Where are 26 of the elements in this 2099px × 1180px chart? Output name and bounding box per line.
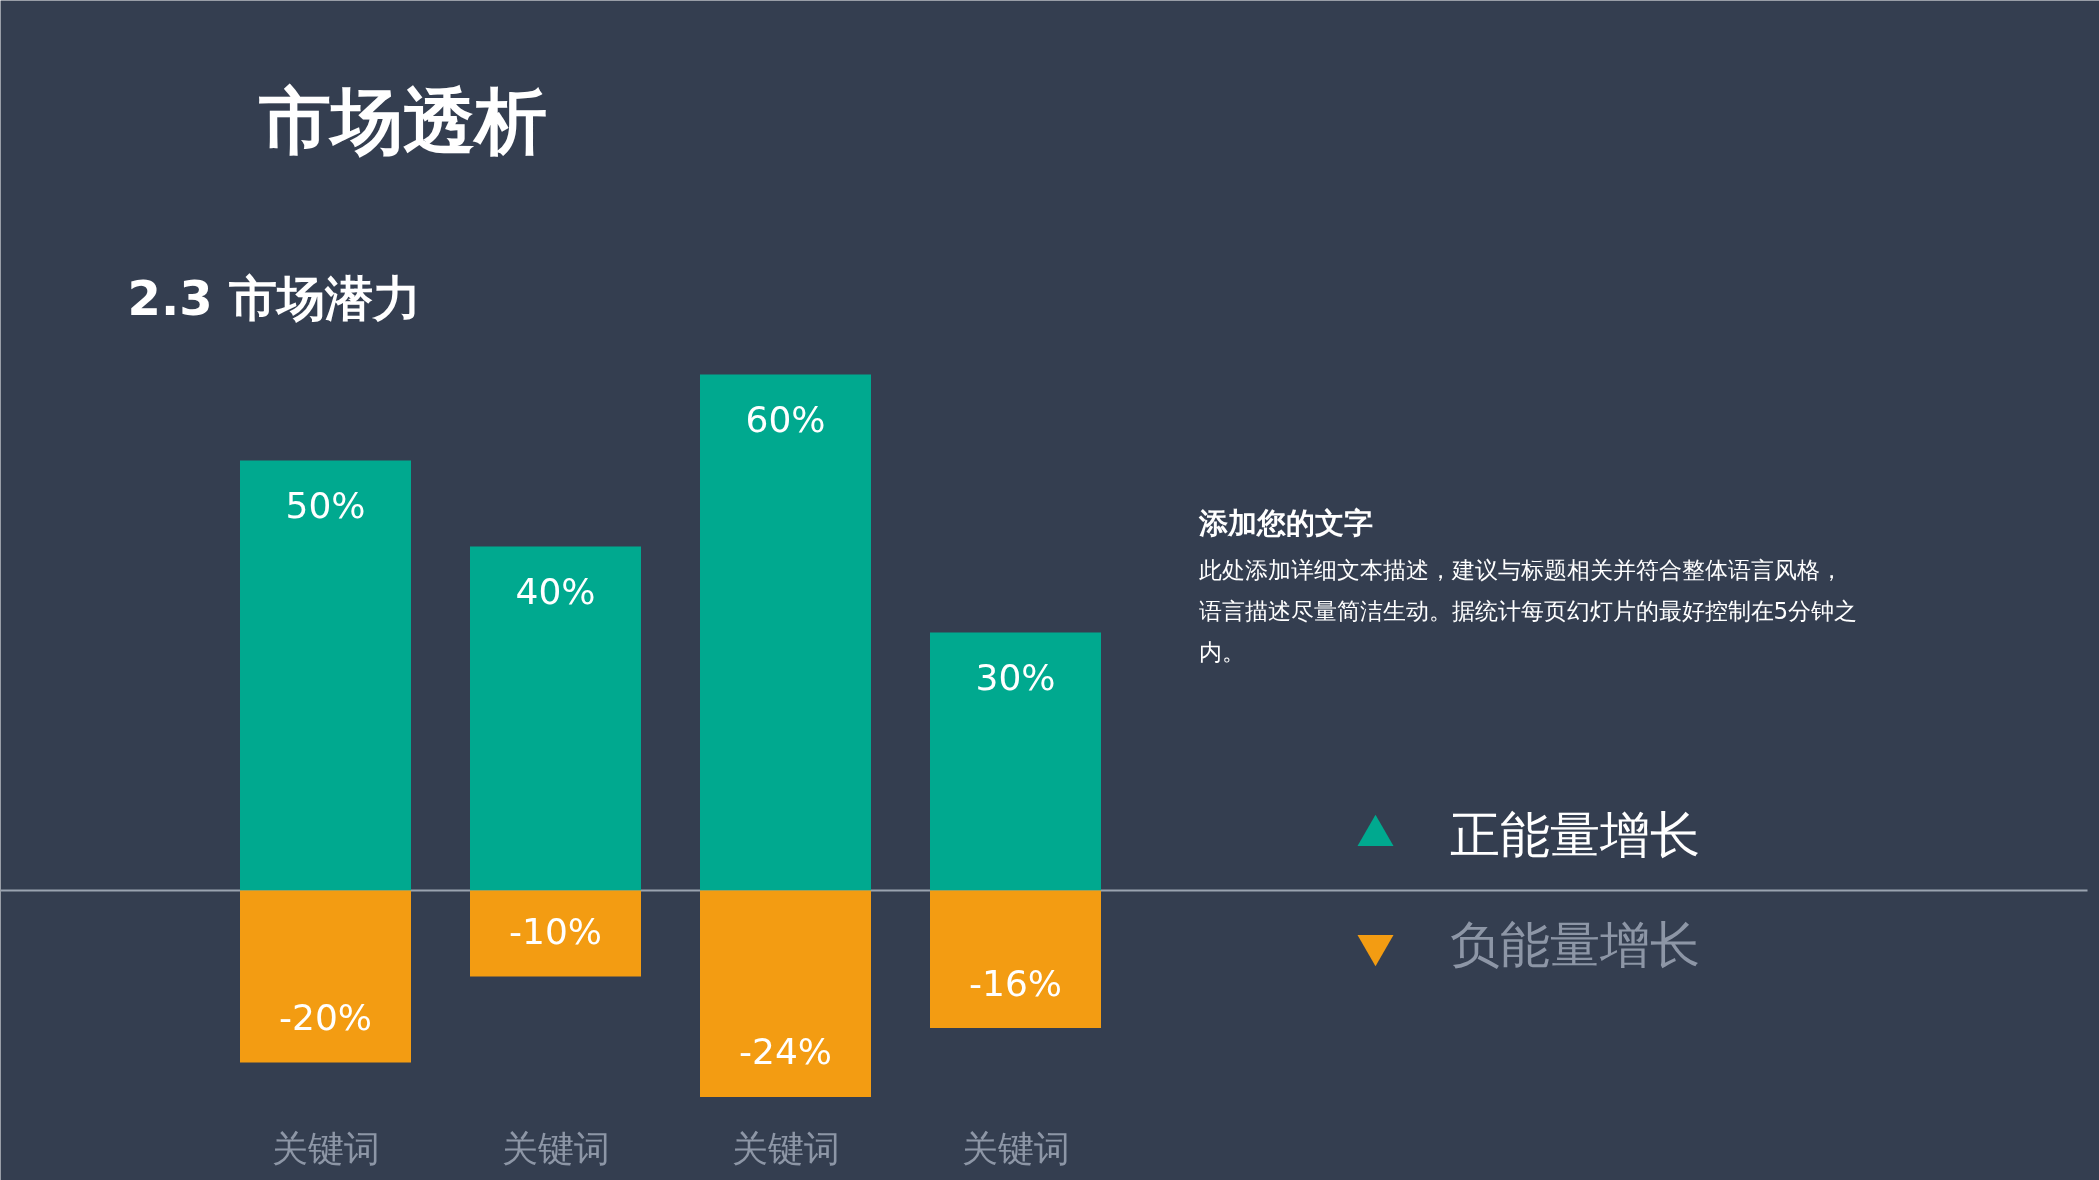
x-tick-label: 关键词 bbox=[961, 1128, 1070, 1169]
bar bbox=[930, 632, 1101, 891]
x-tick-label: 关键词 bbox=[501, 1128, 610, 1169]
bar bbox=[470, 890, 641, 977]
bar bbox=[240, 890, 411, 1063]
chart-subtitle: 2.3 市场潜力 bbox=[127, 269, 422, 326]
bar bbox=[700, 890, 871, 1097]
bar bbox=[930, 890, 1101, 1029]
text: 添加您的文字 bbox=[1197, 505, 1373, 540]
data-label: -10% bbox=[509, 911, 603, 952]
data-label: -24% bbox=[739, 1031, 833, 1073]
data-label: 60% bbox=[745, 399, 826, 440]
data-label: 50% bbox=[285, 485, 366, 526]
x-tick-label: 关键词 bbox=[271, 1128, 380, 1169]
bar bbox=[470, 546, 641, 891]
data-label: -16% bbox=[969, 962, 1063, 1004]
data-label: 40% bbox=[515, 571, 596, 612]
text: 此处添加详细文本描述，建议与标题相关并符合整体语言风格，语言描述尽量简洁生动。据统计每页幻灯片的最好控制在5分钟之内。 bbox=[1198, 556, 1858, 665]
x-tick-label: 关键词 bbox=[731, 1128, 840, 1169]
data-label: -20% bbox=[279, 997, 373, 1038]
chart-title: 市场透析 bbox=[257, 78, 547, 163]
legend-label: 负能量增长 bbox=[1450, 914, 1700, 976]
legend-label: 正能量增长 bbox=[1450, 804, 1700, 866]
data-label: 30% bbox=[975, 657, 1056, 698]
bar bbox=[700, 374, 871, 891]
bar bbox=[240, 460, 411, 891]
